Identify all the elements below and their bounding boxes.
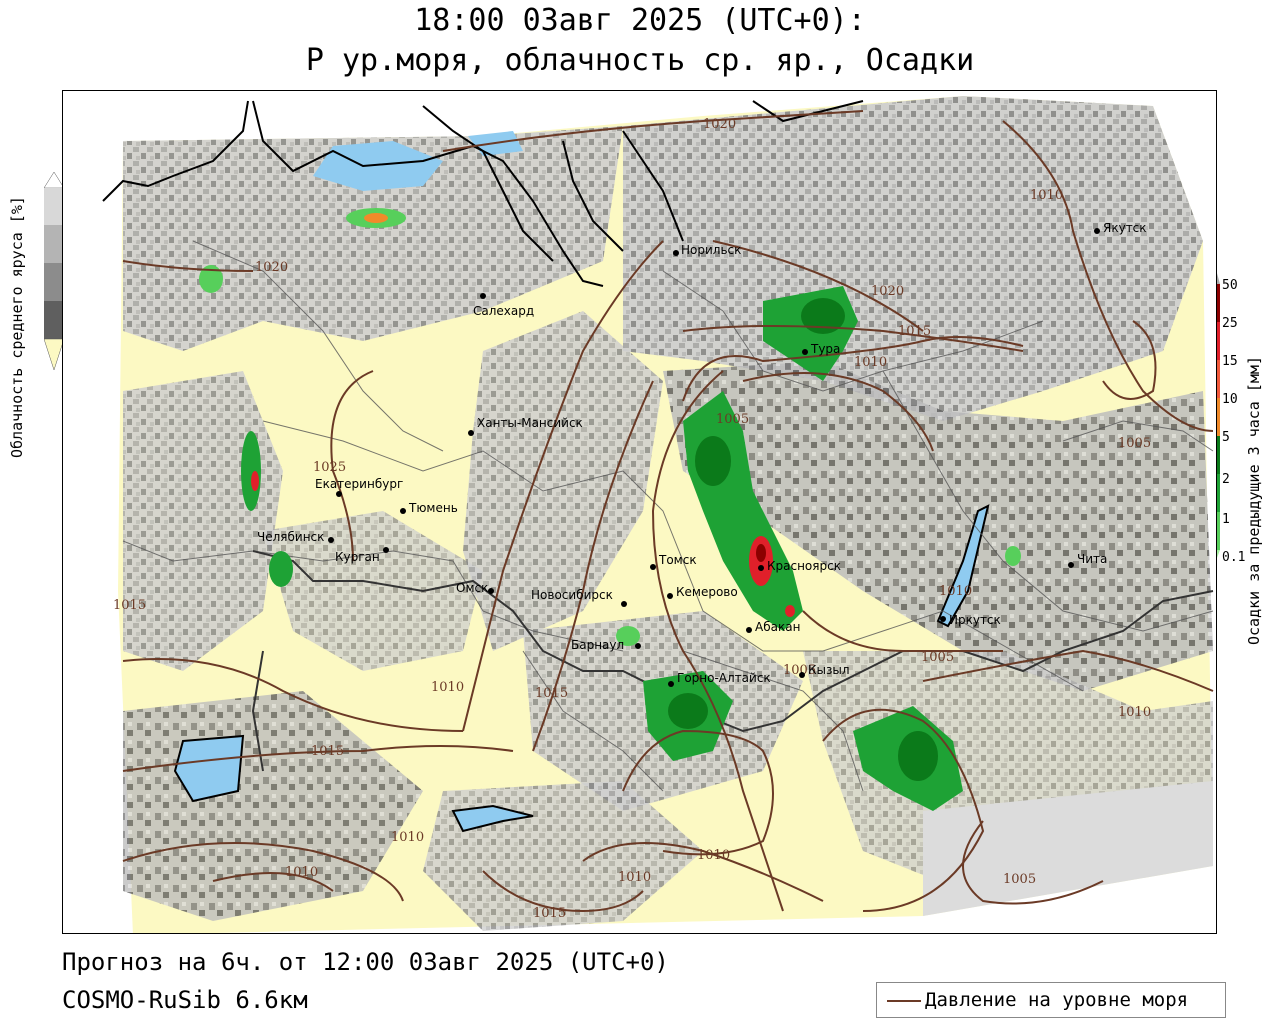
isobar-label: 1025 [313, 460, 346, 475]
city-marker [336, 491, 342, 497]
isobar-label: 1005 [783, 663, 816, 678]
isobar-labels: 1020 1020 1015 1010 1010 1005 1005 1025 … [113, 117, 1151, 921]
city-label: Екатеринбург [315, 477, 403, 491]
city-marker [1094, 228, 1100, 234]
city-label: Иркутск [949, 613, 1001, 627]
city-marker [667, 593, 673, 599]
city-label: Горно-Алтайск [677, 671, 771, 685]
precip-tick-2: 2 [1222, 472, 1230, 487]
city-label: Якутск [1103, 221, 1147, 235]
precip-tick-1: 1 [1222, 512, 1230, 527]
isobar-label: 1015 [535, 686, 568, 701]
city-label: Барнаул [571, 638, 624, 652]
isobar-label: 1010 [391, 830, 424, 845]
weather-map[interactable]: 1020 1020 1015 1010 1010 1005 1005 1025 … [62, 90, 1217, 934]
precip-tick-10: 10 [1222, 392, 1238, 407]
forecast-info: Прогноз на 6ч. от 12:00 03авг 2025 (UTC+… [62, 948, 669, 976]
city-label: Тура [810, 342, 840, 356]
city-marker [802, 349, 808, 355]
isobar-label: 1020 [255, 260, 288, 275]
isobar-label: 1010 [431, 680, 464, 695]
isobar-label: 1010 [1030, 188, 1063, 203]
isobar-label: 1005 [1003, 872, 1036, 887]
city-marker [635, 643, 641, 649]
city-label: Омск [456, 581, 488, 595]
isobar-label: 1010 [618, 870, 651, 885]
precip-tick-25: 25 [1222, 316, 1238, 331]
precip-tick-5: 5 [1222, 430, 1230, 445]
city-label: Красноярск [767, 559, 841, 573]
cloud-scale-bar [44, 172, 64, 371]
city-marker [400, 508, 406, 514]
isobar-label: 1015 [311, 744, 344, 759]
isobar-label: 1010 [285, 865, 318, 880]
city-marker [383, 547, 389, 553]
isobar-label: 1010 [854, 355, 887, 370]
city-label: Ханты-Мансийск [477, 416, 583, 430]
city-marker [650, 564, 656, 570]
isobar-label: 1015 [533, 906, 566, 921]
pressure-legend: Давление на уровне моря [876, 982, 1226, 1018]
city-label: Абакан [755, 620, 800, 634]
city-marker [328, 537, 334, 543]
city-marker [468, 430, 474, 436]
isobar-label: 1020 [871, 284, 904, 299]
city-label: Чита [1077, 552, 1107, 566]
city-marker [940, 616, 946, 622]
city-marker [480, 293, 486, 299]
map-canvas: 1020 1020 1015 1010 1010 1005 1005 1025 … [63, 91, 1216, 933]
isobar-label: 1015 [113, 598, 146, 613]
city-marker [488, 588, 494, 594]
precip-tick-15: 15 [1222, 354, 1238, 369]
precip-scale-label: Осадки за предыдущие 3 часа [мм] [1245, 356, 1263, 645]
cities: Норильск Салехард Тура Якутск Ханты-Манс… [257, 221, 1147, 687]
coastlines [102, 100, 864, 287]
city-marker [758, 565, 764, 571]
model-name: COSMO-RuSib 6.6км [62, 986, 308, 1014]
map-title-time: 18:00 03авг 2025 (UTC+0): [414, 3, 866, 38]
isobar-label: 1005 [921, 650, 954, 665]
city-label: Новосибирск [531, 588, 613, 602]
city-marker [621, 601, 627, 607]
city-label: Салехард [473, 304, 534, 318]
city-label: Норильск [681, 243, 741, 257]
cloud-scale-label: Облачность среднего яруса [%] [8, 196, 26, 458]
pressure-legend-label: Давление на уровне моря [925, 989, 1189, 1011]
city-marker [799, 672, 805, 678]
isobar-label: 1005 [1118, 436, 1151, 451]
city-label: Кызыл [808, 663, 850, 677]
city-label: Томск [658, 553, 697, 567]
isobar-label: 1010 [1118, 705, 1151, 720]
map-title-fields: Р ур.моря, облачность ср. яр., Осадки [305, 43, 975, 78]
isobar-label: 1010 [939, 584, 972, 599]
admin-borders [122, 240, 1214, 792]
city-marker [668, 681, 674, 687]
city-label: Курган [335, 550, 380, 564]
isobar-label: 1005 [716, 412, 749, 427]
isobar-legend-line [887, 1000, 921, 1002]
city-label: Кемерово [676, 585, 738, 599]
precip-tick-50: 50 [1222, 278, 1238, 293]
isobar-label: 1015 [898, 324, 931, 339]
city-label: Челябинск [257, 530, 324, 544]
city-label: Тюмень [408, 501, 458, 515]
city-marker [673, 250, 679, 256]
city-marker [746, 627, 752, 633]
precip-tick-0-1: 0.1 [1222, 550, 1246, 565]
isobar-label: 1010 [697, 848, 730, 863]
city-marker [1068, 562, 1074, 568]
isobars [122, 110, 1214, 913]
isobar-label: 1020 [703, 117, 736, 132]
